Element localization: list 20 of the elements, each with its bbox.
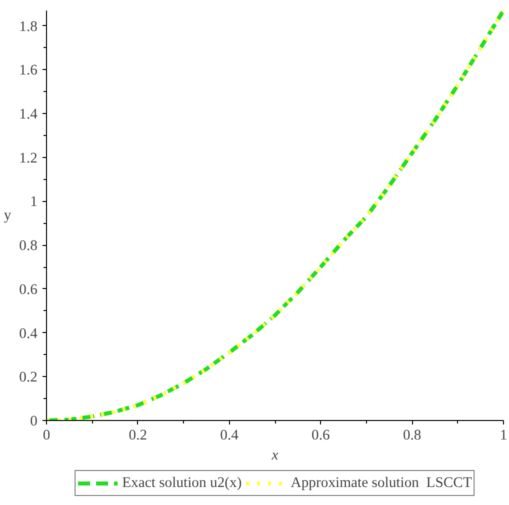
y-tick-label: 1.2 [19,150,38,166]
y-tick-label: 0 [30,414,38,430]
y-axis-title: y [4,208,12,224]
y-tick-label: 1.6 [19,62,38,79]
legend-label: Exact solution u2(x) [122,474,242,492]
y-tick-label: 1.4 [19,106,38,123]
y-tick-label: 0.8 [19,238,38,254]
y-tick-label: 0.2 [19,370,38,386]
y-tick-label: 1 [30,194,38,210]
y-tick-label: 0.4 [19,326,38,342]
x-tick-label: 0.2 [128,428,148,444]
x-axis-title: x [270,448,279,464]
y-tick-label: 0.6 [19,282,38,298]
x-tick-label: 0.4 [220,428,240,444]
x-tick-label: 0 [42,428,50,444]
x-tick-label: 1 [500,428,508,444]
legend-label: Approximate solution LSCCT [290,474,472,492]
x-tick-label: 0.6 [312,428,330,444]
y-tick-label: 1.8 [19,18,38,35]
x-tick-label: 0.8 [402,428,422,444]
